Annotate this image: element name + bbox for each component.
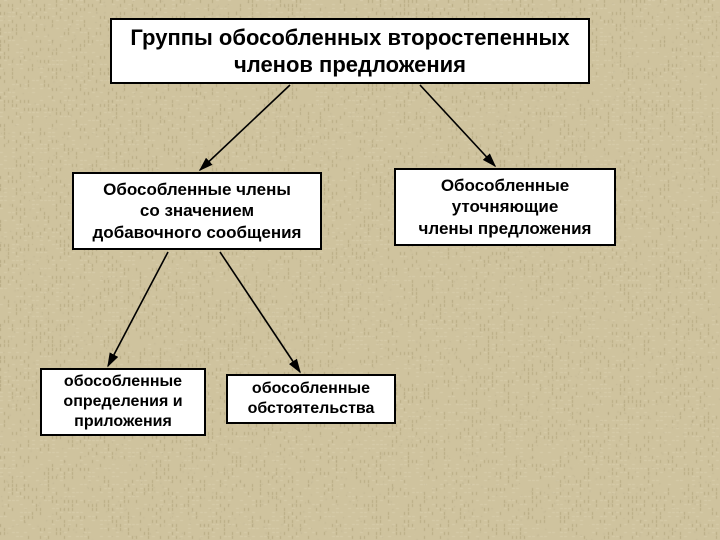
- node-label: Обособленные уточняющие члены предложени…: [413, 173, 598, 241]
- node-right: Обособленные уточняющие члены предложени…: [394, 168, 616, 246]
- node-leaf1: обособленные определения и приложения: [40, 368, 206, 436]
- node-left: Обособленные члены со значением добавочн…: [72, 172, 322, 250]
- node-label: обособленные определения и приложения: [57, 370, 188, 434]
- node-root: Группы обособленных второстепенных члено…: [110, 18, 590, 84]
- node-label: обособленные обстоятельства: [242, 377, 381, 421]
- node-leaf2: обособленные обстоятельства: [226, 374, 396, 424]
- node-label: Группы обособленных второстепенных члено…: [124, 22, 575, 81]
- node-label: Обособленные члены со значением добавочн…: [87, 177, 308, 245]
